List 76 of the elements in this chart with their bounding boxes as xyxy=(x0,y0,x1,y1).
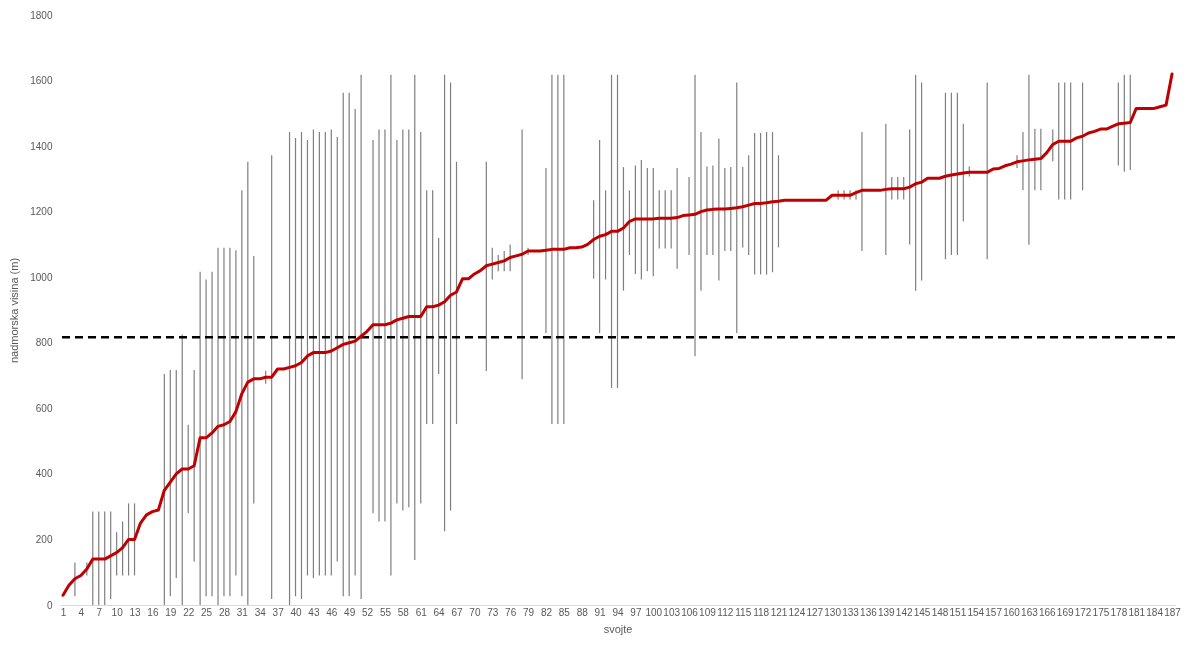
x-tick-label: 157 xyxy=(985,606,1003,618)
x-tick-label: 142 xyxy=(895,606,913,618)
x-tick-label: 151 xyxy=(949,606,967,618)
x-tick-label: 61 xyxy=(415,606,428,618)
x-tick-label: 67 xyxy=(451,606,464,618)
y-tick-label: 0 xyxy=(46,599,53,611)
x-tick-label: 145 xyxy=(913,606,931,618)
x-tick-label: 136 xyxy=(860,606,878,618)
y-tick-label: 1200 xyxy=(30,206,53,218)
x-tick-label: 172 xyxy=(1074,606,1092,618)
y-tick-label: 200 xyxy=(35,533,53,545)
x-tick-label: 79 xyxy=(523,606,535,618)
x-tick-label: 28 xyxy=(218,606,231,618)
x-tick-label: 1 xyxy=(60,606,67,618)
y-tick-label: 400 xyxy=(35,468,53,480)
x-tick-label: 97 xyxy=(630,606,642,618)
y-axis-title: nadmorska visina (m) xyxy=(8,257,21,364)
x-tick-label: 106 xyxy=(681,606,699,618)
y-tick-label: 1600 xyxy=(30,75,53,87)
x-tick-label: 19 xyxy=(165,606,177,618)
x-tick-label: 163 xyxy=(1021,606,1039,618)
x-tick-label: 10 xyxy=(111,606,124,618)
y-tick-label: 1400 xyxy=(30,140,53,152)
x-tick-label: 22 xyxy=(183,606,195,618)
y-tick-label: 600 xyxy=(35,402,53,414)
x-tick-label: 49 xyxy=(344,606,356,618)
line-series xyxy=(61,72,1174,597)
x-tick-label: 43 xyxy=(308,606,320,618)
y-tick-label: 800 xyxy=(35,337,53,349)
x-axis-title: svojte xyxy=(603,622,633,635)
x-tick-label: 103 xyxy=(663,606,681,618)
x-tick-label: 4 xyxy=(78,606,85,618)
y-tick-label: 1800 xyxy=(30,9,53,21)
x-tick-label: 13 xyxy=(129,606,142,618)
x-tick-label: 7 xyxy=(96,606,103,618)
x-tick-label: 82 xyxy=(540,606,553,618)
x-tick-label: 76 xyxy=(505,606,517,618)
x-tick-label: 175 xyxy=(1092,606,1110,618)
x-tick-label: 178 xyxy=(1110,606,1128,618)
x-tick-label: 85 xyxy=(558,606,571,618)
x-tick-label: 40 xyxy=(290,606,303,618)
x-tick-label: 34 xyxy=(254,606,267,618)
x-tick-label: 58 xyxy=(397,606,410,618)
x-tick-label: 52 xyxy=(362,606,374,618)
x-tick-label: 187 xyxy=(1164,606,1182,618)
x-tick-label: 91 xyxy=(594,606,607,618)
y-tick-label: 1000 xyxy=(30,271,53,283)
x-tick-label: 121 xyxy=(770,606,788,618)
x-tick-label: 70 xyxy=(469,606,481,618)
x-tick-label: 64 xyxy=(433,606,446,618)
x-tick-label: 100 xyxy=(645,606,663,618)
x-tick-label: 139 xyxy=(877,606,896,618)
x-tick-label: 130 xyxy=(824,606,842,618)
x-tick-label: 46 xyxy=(326,606,338,618)
x-tick-label: 109 xyxy=(699,606,717,618)
x-tick-label: 112 xyxy=(717,606,734,618)
x-tick-label: 115 xyxy=(735,606,752,618)
x-tick-label: 166 xyxy=(1038,606,1057,618)
x-tick-label: 31 xyxy=(236,606,249,618)
x-tick-label: 154 xyxy=(967,606,985,618)
x-tick-label: 184 xyxy=(1146,606,1164,618)
x-tick-label: 118 xyxy=(753,606,770,618)
x-tick-label: 169 xyxy=(1056,606,1074,618)
x-tick-label: 160 xyxy=(1003,606,1021,618)
x-tick-label: 55 xyxy=(379,606,392,618)
x-tick-label: 25 xyxy=(201,606,213,618)
x-tick-label: 37 xyxy=(272,606,285,618)
x-tick-label: 94 xyxy=(612,606,624,618)
x-tick-label: 127 xyxy=(806,606,824,618)
x-tick-label: 148 xyxy=(931,606,949,618)
x-tick-label: 16 xyxy=(147,606,159,618)
x-tick-label: 73 xyxy=(487,606,499,618)
x-tick-label: 124 xyxy=(788,606,806,618)
x-tick-label: 88 xyxy=(576,606,589,618)
x-tick-label: 181 xyxy=(1128,606,1146,618)
x-tick-label: 133 xyxy=(842,606,860,618)
